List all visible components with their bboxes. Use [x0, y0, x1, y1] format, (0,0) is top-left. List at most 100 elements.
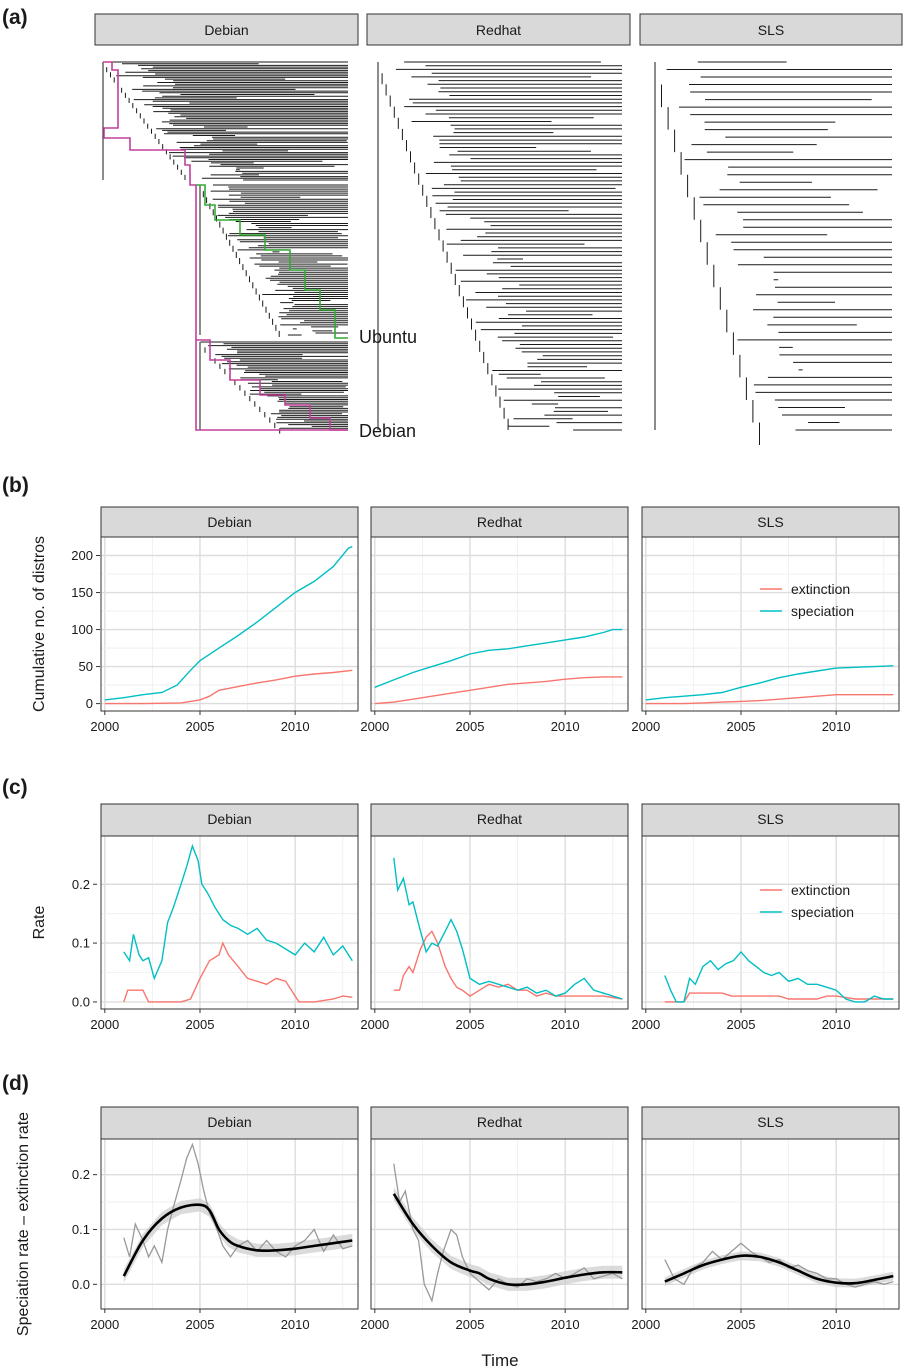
panel-bg-sls — [642, 836, 899, 1009]
ubuntu-lineage-path — [196, 184, 348, 339]
panel-border-redhat — [370, 835, 629, 1010]
ubuntu-label: Ubuntu — [359, 327, 417, 347]
facet-strip-debian — [100, 506, 359, 538]
y-tick-label: 0.1 — [72, 936, 90, 951]
facet-strip-redhat — [370, 506, 629, 538]
panel-label-c: (c) — [2, 776, 28, 799]
x-tick-label: 2010 — [281, 1017, 310, 1032]
debian-lineage-tail — [196, 339, 348, 431]
facet-strip-sls — [641, 803, 900, 837]
panel-bg-debian — [101, 537, 358, 711]
grid-sls — [642, 836, 899, 1009]
facet-title-sls: SLS — [757, 811, 783, 827]
y-tick-label: 50 — [79, 659, 93, 674]
legend — [760, 588, 782, 612]
x-tick-label: 2000 — [360, 1017, 389, 1032]
tree-debian-low-branches — [199, 341, 348, 434]
series-extinction-debian — [123, 941, 353, 1003]
facet-strip-debian — [100, 1106, 359, 1140]
y-tick-label: 0.1 — [72, 1222, 90, 1237]
x-tick-label: 2000 — [360, 1317, 389, 1332]
series-extinction-redhat — [393, 930, 623, 1000]
x-tick-label: 2005 — [727, 719, 756, 734]
facet-title-redhat: Redhat — [477, 1114, 522, 1130]
grid-redhat — [371, 836, 628, 1009]
panel-border-debian — [100, 536, 359, 712]
tree-debian-mid — [199, 184, 348, 337]
tree-debian-low — [199, 341, 348, 434]
x-axis-label: Time — [481, 1351, 518, 1370]
panel-border-sls — [641, 536, 900, 712]
x-tick-label: 2000 — [631, 1317, 660, 1332]
x-tick-label: 2005 — [456, 719, 485, 734]
x-tick-label: 2005 — [456, 1017, 485, 1032]
facet-title-a-debian: Debian — [204, 22, 248, 38]
panel-label-a: (a) — [2, 6, 28, 29]
x-tick-label: 2005 — [186, 719, 215, 734]
x-tick-label: 2005 — [727, 1317, 756, 1332]
panel-label-d: (d) — [2, 1072, 29, 1095]
y-tick-label: 100 — [71, 622, 93, 637]
series-speciation-debian — [123, 843, 353, 981]
x-tick-label: 2010 — [551, 1017, 580, 1032]
x-tick-label: 2010 — [551, 1317, 580, 1332]
x-tick-label: 2000 — [90, 1017, 119, 1032]
y-axis-label-d: Speciation rate – extinction rate — [15, 1112, 32, 1336]
facet-title-debian: Debian — [207, 1114, 251, 1130]
tree-sls — [654, 61, 892, 445]
facet-strip-a-debian — [94, 13, 359, 46]
series-smooth-debian — [122, 1203, 353, 1277]
panel-border-debian — [100, 835, 359, 1010]
tree-redhat — [377, 61, 622, 431]
legend — [760, 889, 782, 913]
facet-strip-a-sls — [639, 13, 903, 46]
panel-border-sls — [641, 1138, 900, 1310]
x-tick-label: 2010 — [281, 719, 310, 734]
series-raw-sls — [664, 1242, 894, 1288]
debian-lineage-path — [103, 61, 348, 431]
facet-strip-sls — [641, 506, 900, 538]
facet-strip-redhat — [370, 1106, 629, 1140]
y-tick-label: 200 — [71, 548, 93, 563]
facet-title-sls: SLS — [757, 514, 783, 530]
facet-strip-redhat — [370, 803, 629, 837]
panel-border-sls — [641, 835, 900, 1010]
grid-debian — [101, 836, 358, 1009]
facet-title-sls: SLS — [757, 1114, 783, 1130]
y-axis-label-b: Cumulative no. of distros — [31, 536, 48, 712]
panel-bg-sls — [642, 537, 899, 711]
x-tick-label: 2010 — [822, 1317, 851, 1332]
y-tick-label: 0 — [86, 696, 93, 711]
x-tick-label: 2000 — [90, 719, 119, 734]
panel-border-redhat — [370, 1138, 629, 1310]
x-tick-label: 2000 — [631, 1017, 660, 1032]
series-speciation-redhat — [374, 628, 623, 688]
x-tick-label: 2000 — [631, 719, 660, 734]
ci-ribbon-redhat — [393, 1187, 623, 1291]
panel-bg-redhat — [371, 537, 628, 711]
series-speciation-sls — [645, 665, 894, 701]
series-extinction-redhat — [374, 676, 623, 705]
series-smooth-redhat — [392, 1193, 623, 1287]
ci-ribbon-debian — [123, 1198, 353, 1283]
facet-title-debian: Debian — [207, 811, 251, 827]
x-tick-label: 2010 — [551, 719, 580, 734]
facet-title-redhat: Redhat — [477, 811, 522, 827]
panel-bg-debian — [101, 836, 358, 1009]
x-tick-label: 2005 — [186, 1017, 215, 1032]
panel-label-b: (b) — [2, 474, 29, 497]
y-tick-label: 0.2 — [72, 1167, 90, 1182]
tree-debian-top-branches — [102, 61, 348, 181]
x-tick-label: 2005 — [456, 1317, 485, 1332]
panel-bg-redhat — [371, 836, 628, 1009]
x-tick-label: 2010 — [822, 719, 851, 734]
series-speciation-redhat — [393, 857, 623, 1000]
panel-bg-debian — [101, 1139, 358, 1309]
series-extinction-sls — [664, 992, 894, 1003]
facet-title-a-redhat: Redhat — [476, 22, 521, 38]
grid-sls — [642, 537, 899, 711]
grid-debian — [101, 1139, 358, 1309]
x-tick-label: 2000 — [90, 1317, 119, 1332]
series-smooth-sls — [664, 1254, 894, 1285]
